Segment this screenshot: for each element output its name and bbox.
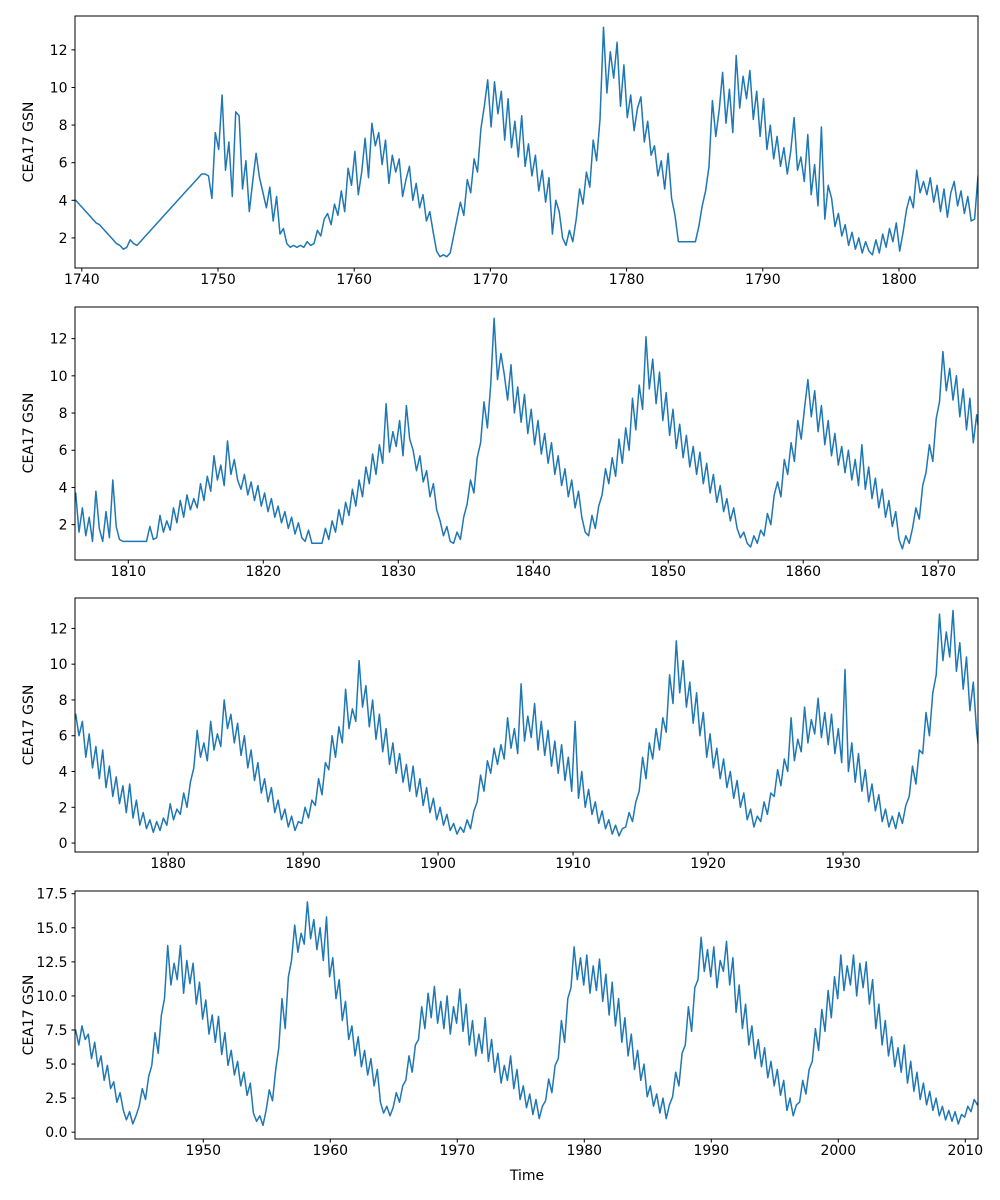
y-tick-label: 8 <box>59 118 68 134</box>
x-tick-label: 1750 <box>200 272 236 288</box>
y-tick-label: 10 <box>50 657 68 673</box>
axes-frame-3 <box>74 597 979 853</box>
y-tick-label: 5.0 <box>45 1057 67 1073</box>
y-tick-label: 12 <box>50 621 68 637</box>
y-tick-label: 12.5 <box>36 955 67 971</box>
y-tick-label: 12 <box>50 43 68 59</box>
x-tick-label: 1740 <box>64 272 100 288</box>
y-tick-label: 2.5 <box>45 1091 67 1107</box>
y-tick-label: 4 <box>59 765 68 781</box>
gsn-series-line-2 <box>75 317 978 550</box>
y-tick-label: 2 <box>59 231 68 247</box>
y-tick-label: 6 <box>59 156 68 172</box>
y-tick-label: 0.0 <box>45 1125 67 1141</box>
y-tick-label: 2 <box>59 800 68 816</box>
x-tick-label: 1970 <box>439 1143 475 1159</box>
x-tick-label: 1860 <box>785 564 821 580</box>
y-axis-label-panel-1: CEA17 GSN <box>21 101 37 183</box>
x-tick-label: 1990 <box>693 1143 729 1159</box>
x-tick-label: 1850 <box>650 564 686 580</box>
gsn-series-line-4 <box>75 901 978 1127</box>
y-tick-label: 6 <box>59 443 68 459</box>
x-tick-label: 1980 <box>566 1143 602 1159</box>
x-tick-label: 2000 <box>820 1143 856 1159</box>
x-tick-label: 1790 <box>745 272 781 288</box>
panel-4: 1950 1960 1970 1980 1990 2000 2010 0.0 2.5 5.0 7.5… <box>36 887 983 1159</box>
x-axis-label: Time <box>509 1168 545 1184</box>
x-tick-label: 1820 <box>245 564 281 580</box>
x-tick-label: 1920 <box>690 856 726 872</box>
panel-3: 1880 1890 1900 1910 1920 1930 0 2 4 6 8 10 12 <box>50 597 979 872</box>
y-tick-label: 7.5 <box>45 1023 67 1039</box>
y-tick-label: 2 <box>59 518 68 534</box>
y-tick-label: 0 <box>59 836 68 852</box>
y-tick-label: 17.5 <box>36 887 67 903</box>
y-tick-label: 8 <box>59 406 68 422</box>
y-tick-label: 15.0 <box>36 921 67 937</box>
x-tick-label: 1800 <box>881 272 917 288</box>
x-tick-label: 1900 <box>420 856 456 872</box>
axes-frame-1 <box>74 15 979 269</box>
y-tick-label: 10.0 <box>36 989 67 1005</box>
y-axis-label-panel-4: CEA17 GSN <box>21 974 37 1056</box>
y-tick-label: 4 <box>59 480 68 496</box>
y-tick-label: 10 <box>50 80 68 96</box>
y-tick-label: 6 <box>59 729 68 745</box>
y-tick-label: 8 <box>59 693 68 709</box>
x-tick-label: 1770 <box>473 272 509 288</box>
x-tick-label: 1780 <box>609 272 645 288</box>
x-tick-label: 1810 <box>110 564 146 580</box>
x-tick-label: 2010 <box>947 1143 983 1159</box>
x-tick-label: 1890 <box>285 856 321 872</box>
axes-frame-4 <box>74 890 979 1140</box>
gsn-series-line-3 <box>75 609 978 837</box>
x-tick-label: 1950 <box>185 1143 221 1159</box>
gsn-series-line-1 <box>75 26 978 258</box>
x-tick-label: 1960 <box>312 1143 348 1159</box>
y-tick-label: 12 <box>50 332 68 348</box>
x-tick-label: 1840 <box>515 564 551 580</box>
panel-1: 1740 1750 1760 1770 1780 1790 1800 2 4 6 8 10 12 <box>50 15 979 288</box>
axes-frame-2 <box>74 306 979 561</box>
y-tick-label: 10 <box>50 369 68 385</box>
x-tick-label: 1930 <box>825 856 861 872</box>
x-tick-label: 1870 <box>920 564 956 580</box>
x-tick-label: 1760 <box>336 272 372 288</box>
x-tick-label: 1830 <box>380 564 416 580</box>
x-tick-label: 1910 <box>555 856 591 872</box>
x-tick-label: 1880 <box>150 856 186 872</box>
y-axis-label-panel-2: CEA17 GSN <box>21 392 37 474</box>
y-axis-label-panel-3: CEA17 GSN <box>21 684 37 766</box>
y-tick-label: 4 <box>59 193 68 209</box>
panel-2: 1810 1820 1830 1840 1850 1860 1870 2 4 6 8 10 12 <box>50 306 979 580</box>
